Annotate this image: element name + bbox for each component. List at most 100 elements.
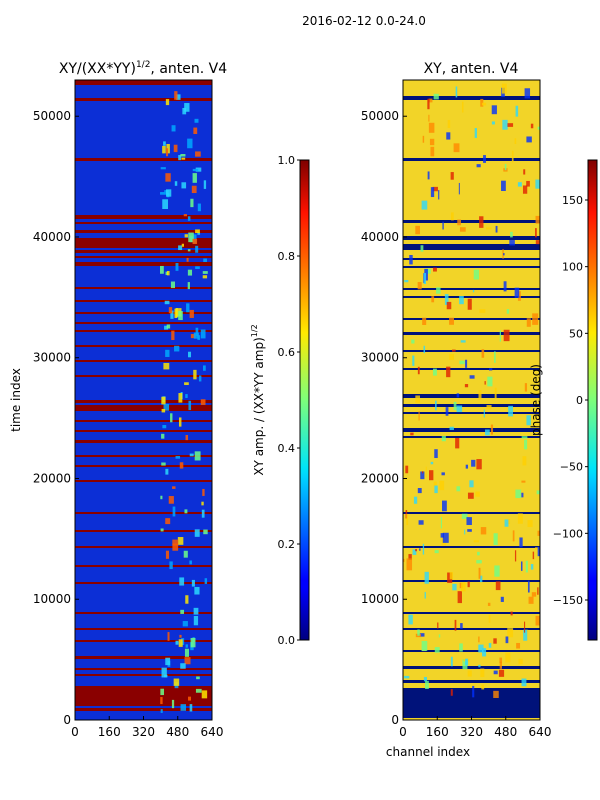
amplitude-ytick-label: 50000 xyxy=(33,109,71,123)
amplitude-heatmap-speckle xyxy=(182,107,187,115)
amplitude-ytick-label: 40000 xyxy=(33,230,71,244)
phase-heatmap-speckle xyxy=(480,527,487,535)
amplitude-heatmap-speckle xyxy=(172,543,179,551)
amplitude-heatmap-speckle xyxy=(160,688,165,696)
phase-heatmap-speckle xyxy=(505,636,509,644)
phase-heatmap-speckle xyxy=(450,656,453,667)
phase-xtick-label: 320 xyxy=(460,725,483,739)
amplitude-xtick-label: 480 xyxy=(166,725,189,739)
amplitude-xtick-label: 320 xyxy=(132,725,155,739)
phase-heatmap-speckle xyxy=(441,435,446,442)
phase-heatmap-speckle xyxy=(422,135,425,143)
amplitude-heatmap-row-band xyxy=(75,158,212,161)
amplitude-heatmap-row-band xyxy=(75,222,212,224)
amplitude-heatmap-speckle xyxy=(194,451,201,461)
phase-heatmap-speckle xyxy=(446,301,452,310)
amplitude-ytick-label: 10000 xyxy=(33,592,71,606)
phase-heatmap-speckle xyxy=(480,668,485,678)
amplitude-heatmap-speckle xyxy=(184,657,191,665)
phase-heatmap-speckle xyxy=(491,105,497,115)
amplitude-heatmap-speckle xyxy=(161,667,167,678)
phase-heatmap-speckle xyxy=(449,354,454,360)
phase-heatmap-speckle xyxy=(462,659,468,670)
phase-heatmap-speckle xyxy=(417,282,422,290)
phase-heatmap-speckle xyxy=(412,549,417,555)
phase-heatmap-speckle xyxy=(432,186,438,192)
phase-heatmap-speckle xyxy=(512,530,515,542)
amplitude-heatmap-speckle xyxy=(168,496,174,504)
phase-heatmap-speckle xyxy=(493,638,497,644)
phase-heatmap-speckle xyxy=(449,572,453,580)
phase-heatmap-speckle xyxy=(477,551,480,556)
phase-heatmap-speckle xyxy=(503,329,510,342)
amplitude-heatmap-speckle xyxy=(193,127,198,134)
phase-heatmap-speckle xyxy=(428,98,433,103)
amplitude-heatmap-speckle xyxy=(203,529,208,535)
phase-heatmap-speckle xyxy=(510,611,513,616)
phase-heatmap-row-band xyxy=(403,428,540,432)
phase-heatmap-speckle xyxy=(435,400,437,411)
phase-heatmap-speckle xyxy=(491,121,495,125)
amplitude-heatmap-speckle xyxy=(184,234,188,238)
phase-heatmap-speckle xyxy=(421,200,428,210)
amplitude-heatmap-row-band xyxy=(75,708,212,711)
amplitude-heatmap-speckle xyxy=(179,634,182,638)
amplitude-heatmap-speckle xyxy=(160,167,166,170)
amplitude-heatmap-row-band xyxy=(75,640,212,642)
phase-heatmap-speckle xyxy=(428,122,435,133)
phase-heatmap-speckle xyxy=(438,634,441,638)
amplitude-panel: XY/(XX*YY)1/2, anten. V4 0 160 320 480 640 0… xyxy=(9,60,227,739)
amplitude-heatmap-speckle xyxy=(171,125,176,132)
phase-heatmap-speckle xyxy=(425,466,427,478)
phase-xtick-label: 480 xyxy=(494,725,517,739)
amplitude-heatmap-speckle xyxy=(195,229,200,234)
amplitude-heatmap-speckle xyxy=(163,403,170,411)
amplitude-xtick-label: 0 xyxy=(71,725,79,739)
phase-heatmap-speckle xyxy=(420,245,424,252)
phase-heatmap-speckle xyxy=(411,339,415,344)
phase-heatmap-speckle xyxy=(499,657,503,664)
phase-heatmap xyxy=(403,80,540,720)
phase-heatmap-speckle xyxy=(449,317,454,325)
phase-heatmap-speckle xyxy=(495,225,498,233)
phase-heatmap-speckle xyxy=(410,432,414,436)
phase-heatmap-speckle xyxy=(467,492,474,499)
amplitude-heatmap-row-band xyxy=(75,530,212,532)
phase-heatmap-speckle xyxy=(428,114,430,122)
phase-heatmap-speckle xyxy=(488,368,493,371)
phase-heatmap-row-band xyxy=(403,368,540,370)
phase-heatmap-speckle xyxy=(432,368,437,376)
amplitude-heatmap-speckle xyxy=(179,462,184,469)
phase-heatmap-speckle xyxy=(422,317,427,325)
amplitude-heatmap-speckle xyxy=(197,203,201,212)
amplitude-heatmap-speckle xyxy=(169,561,173,570)
phase-heatmap-speckle xyxy=(417,366,420,375)
phase-heatmap-row-band xyxy=(403,666,540,669)
phase-heatmap-speckle xyxy=(417,629,420,636)
phase-heatmap-speckle xyxy=(445,407,449,416)
amplitude-heatmap-speckle xyxy=(165,349,170,357)
amplitude-colorbar-tick-label: 0.0 xyxy=(278,634,296,647)
amplitude-heatmap-speckle xyxy=(201,690,208,699)
phase-heatmap-speckle xyxy=(459,643,463,652)
phase-heatmap-speckle xyxy=(478,664,481,668)
amplitude-heatmap-speckle xyxy=(188,351,192,358)
phase-heatmap-speckle xyxy=(451,212,454,221)
amplitude-heatmap-speckle xyxy=(185,595,189,604)
amplitude-colorbar-tick-label: 0.6 xyxy=(278,346,296,359)
phase-heatmap-speckle xyxy=(447,119,451,129)
amplitude-heatmap-speckle xyxy=(174,345,180,352)
phase-ytick-label: 20000 xyxy=(361,471,399,485)
phase-heatmap-speckle xyxy=(501,83,507,94)
phase-heatmap-speckle xyxy=(423,273,427,284)
phase-heatmap-speckle xyxy=(507,628,514,638)
amplitude-heatmap-speckle xyxy=(195,327,199,337)
phase-heatmap-row-band xyxy=(403,436,540,438)
amplitude-heatmap-row-band xyxy=(75,455,212,457)
phase-heatmap-speckle xyxy=(418,411,420,421)
phase-colorbar-tick-label: 0 xyxy=(576,394,583,407)
phase-ytick-label: 50000 xyxy=(361,109,399,123)
amplitude-heatmap-speckle xyxy=(185,644,188,648)
phase-heatmap-speckle xyxy=(465,658,469,666)
amplitude-heatmap-row-band xyxy=(75,287,212,289)
